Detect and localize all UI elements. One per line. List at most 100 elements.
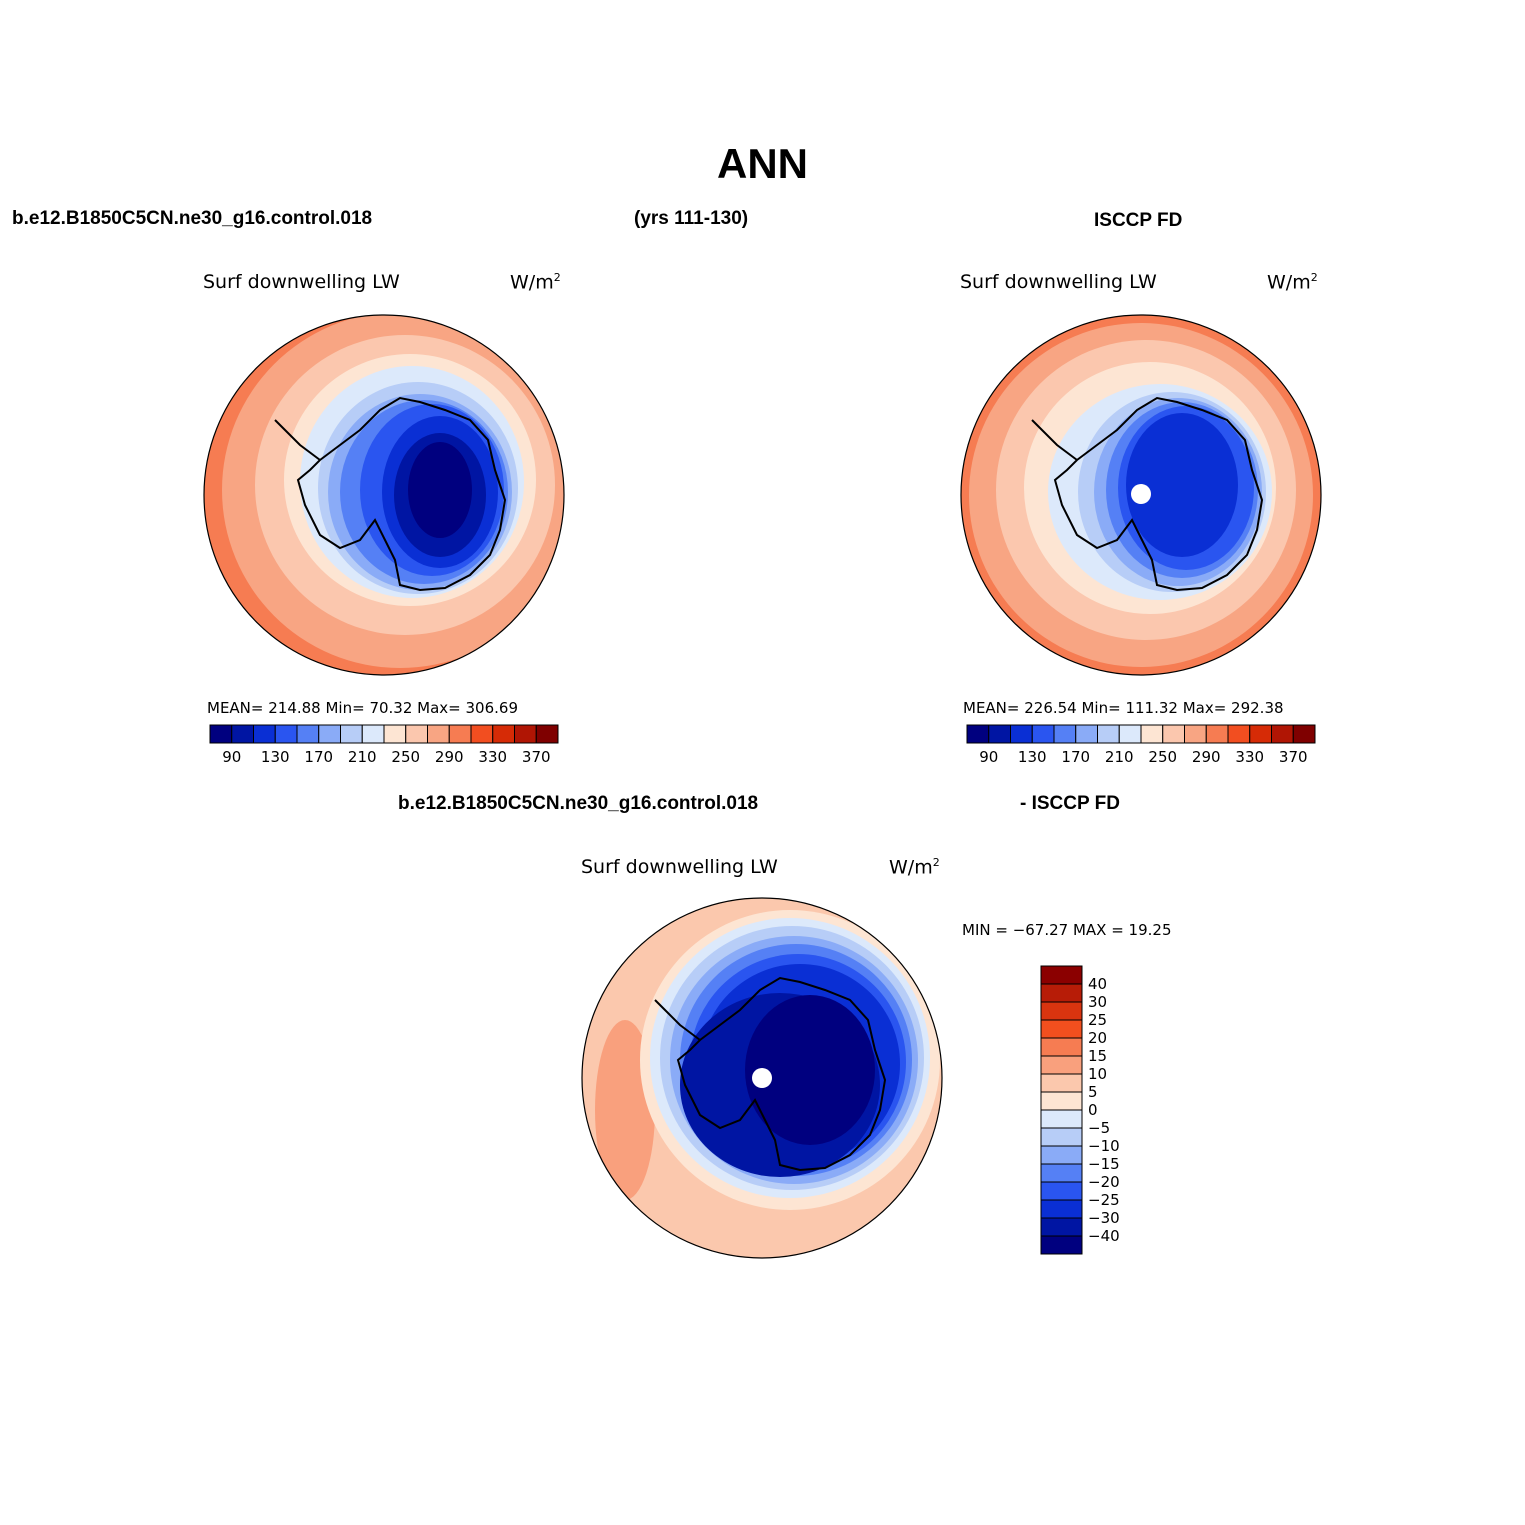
colorbar-tick-label: 210 (348, 748, 377, 766)
colorbar-tick-label: −25 (1088, 1191, 1120, 1209)
case-name: b.e12.B1850C5CN.ne30_g16.control.018 (12, 208, 373, 229)
colorbar-swatch (209, 724, 233, 744)
colorbar-swatch (1292, 724, 1316, 744)
colorbar-swatch (361, 724, 385, 744)
colorbar-tick-label: 210 (1105, 748, 1134, 766)
colorbar-tick-label: −5 (1088, 1119, 1110, 1137)
model-polar-map (203, 314, 565, 676)
colorbar-tick-label: −40 (1088, 1227, 1120, 1245)
model-stats: MEAN= 214.88 Min= 70.32 Max= 306.69 (207, 699, 518, 717)
diff-variable-title: Surf downwelling LW (581, 856, 778, 878)
colorbar-tick-label: 90 (222, 748, 241, 766)
colorbar-swatch (1162, 724, 1185, 744)
colorbar-swatch (1040, 1073, 1083, 1093)
colorbar-swatch (1010, 724, 1033, 744)
colorbar-tick-label: 330 (478, 748, 507, 766)
colorbar-swatch (1205, 724, 1229, 744)
colorbar-tick-label: −30 (1088, 1209, 1120, 1227)
colorbar-swatch (253, 724, 276, 744)
colorbar-swatch (1271, 724, 1294, 744)
colorbar-tick-label: 130 (1018, 748, 1047, 766)
model-variable-title: Surf downwelling LW (203, 271, 400, 293)
colorbar-swatch (405, 724, 428, 744)
colorbar-swatch (1040, 1163, 1083, 1183)
colorbar-swatch (340, 724, 363, 744)
colorbar-tick-label: 15 (1088, 1047, 1107, 1065)
colorbar-swatch (1040, 1055, 1083, 1075)
colorbar-tick-label: 30 (1088, 993, 1107, 1011)
colorbar-tick-label: 250 (391, 748, 420, 766)
colorbar-tick-label: 90 (979, 748, 998, 766)
colorbar-swatch (966, 724, 990, 744)
colorbar-swatch (1040, 1181, 1083, 1201)
colorbar-tick-label: 170 (1061, 748, 1090, 766)
colorbar-tick-label: 40 (1088, 975, 1107, 993)
diff-case-name: b.e12.B1850C5CN.ne30_g16.control.018 (398, 793, 759, 814)
colorbar-swatch (1118, 724, 1142, 744)
colorbar-swatch (470, 724, 494, 744)
colorbar-swatch (1040, 1019, 1083, 1039)
colorbar-tick-label: 130 (261, 748, 290, 766)
colorbar-tick-label: 290 (435, 748, 464, 766)
colorbar-tick-label: 250 (1148, 748, 1177, 766)
colorbar-swatch (296, 724, 320, 744)
colorbar-tick-label: 290 (1192, 748, 1221, 766)
diff-obs-name: - ISCCP FD (1020, 793, 1120, 814)
colorbar-swatch (231, 724, 254, 744)
colorbar-swatch (1184, 724, 1207, 744)
colorbar-swatch (1040, 983, 1083, 1003)
model-colorbar: 90 130 170 210 250 290 330 370 (209, 724, 559, 766)
colorbar-swatch (1227, 724, 1251, 744)
colorbar-tick-label: −10 (1088, 1137, 1120, 1155)
colorbar-swatch (1140, 724, 1164, 744)
diff-polar-map (581, 897, 943, 1259)
years-label: (yrs 111-130) (634, 208, 749, 229)
colorbar-tick-label: −15 (1088, 1155, 1120, 1173)
colorbar-swatch (1040, 1217, 1083, 1237)
colorbar-swatch (1031, 724, 1055, 744)
colorbar-swatch (1040, 965, 1083, 985)
colorbar-tick-label: 330 (1235, 748, 1264, 766)
colorbar-swatch (1040, 1145, 1083, 1165)
figure-title: ANN (717, 140, 808, 187)
colorbar-tick-label: 0 (1088, 1101, 1098, 1119)
colorbar-swatch (1040, 1001, 1083, 1021)
colorbar-swatch (274, 724, 298, 744)
colorbar-swatch (1075, 724, 1098, 744)
colorbar-swatch (1053, 724, 1077, 744)
colorbar-swatch (383, 724, 407, 744)
colorbar-swatch (1040, 1037, 1083, 1057)
colorbar-swatch (535, 724, 559, 744)
obs-stats: MEAN= 226.54 Min= 111.32 Max= 292.38 (963, 699, 1284, 717)
colorbar-swatch (1040, 1199, 1083, 1219)
colorbar-tick-label: 10 (1088, 1065, 1107, 1083)
colorbar-tick-label: 370 (1279, 748, 1308, 766)
colorbar-tick-label: 20 (1088, 1029, 1107, 1047)
colorbar-swatch (1040, 1091, 1083, 1111)
colorbar-tick-label: 170 (304, 748, 333, 766)
obs-colorbar: 90 130 170 210 250 290 330 370 (966, 724, 1316, 766)
model-units: W/m2 (510, 271, 561, 294)
diff-units: W/m2 (889, 856, 940, 879)
colorbar-swatch (514, 724, 537, 744)
colorbar-swatch (1040, 1109, 1083, 1129)
colorbar-tick-label: −20 (1088, 1173, 1120, 1191)
colorbar-swatch (1249, 724, 1272, 744)
colorbar-swatch (1097, 724, 1120, 744)
colorbar-swatch (492, 724, 515, 744)
colorbar-tick-label: 370 (522, 748, 551, 766)
diff-stats: MIN = −67.27 MAX = 19.25 (962, 921, 1172, 939)
colorbar-tick-label: 25 (1088, 1011, 1107, 1029)
obs-variable-title: Surf downwelling LW (960, 271, 1157, 293)
obs-units: W/m2 (1267, 271, 1318, 294)
colorbar-tick-label: 5 (1088, 1083, 1098, 1101)
obs-polar-map (960, 314, 1322, 676)
colorbar-swatch (988, 724, 1011, 744)
colorbar-swatch (427, 724, 450, 744)
colorbar-swatch (1040, 1235, 1083, 1255)
colorbar-swatch (448, 724, 472, 744)
obs-name: ISCCP FD (1094, 210, 1183, 231)
colorbar-swatch (1040, 1127, 1083, 1147)
colorbar-swatch (318, 724, 341, 744)
